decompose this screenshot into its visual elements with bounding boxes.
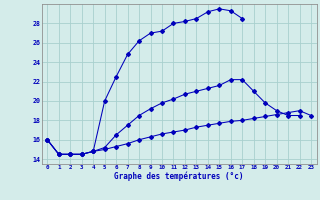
X-axis label: Graphe des températures (°c): Graphe des températures (°c) (115, 172, 244, 181)
